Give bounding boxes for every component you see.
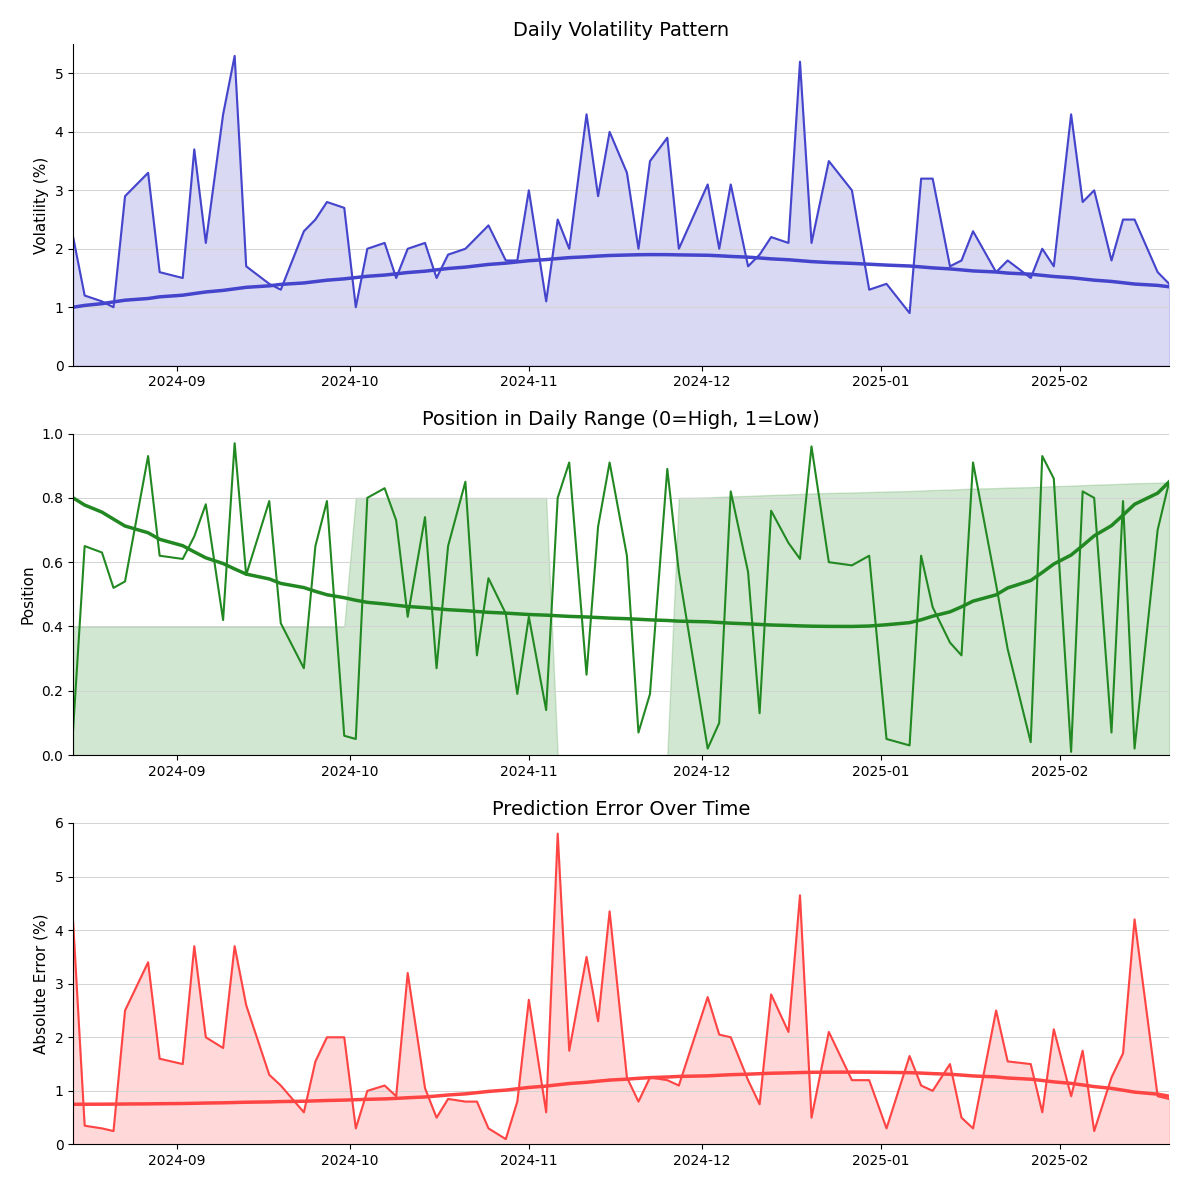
Title: Daily Volatility Pattern: Daily Volatility Pattern	[513, 21, 729, 40]
Y-axis label: Absolute Error (%): Absolute Error (%)	[35, 913, 49, 1053]
Y-axis label: Volatility (%): Volatility (%)	[35, 156, 49, 253]
Title: Prediction Error Over Time: Prediction Error Over Time	[491, 800, 751, 818]
Title: Position in Daily Range (0=High, 1=Low): Position in Daily Range (0=High, 1=Low)	[422, 410, 820, 429]
Y-axis label: Position: Position	[21, 565, 36, 624]
